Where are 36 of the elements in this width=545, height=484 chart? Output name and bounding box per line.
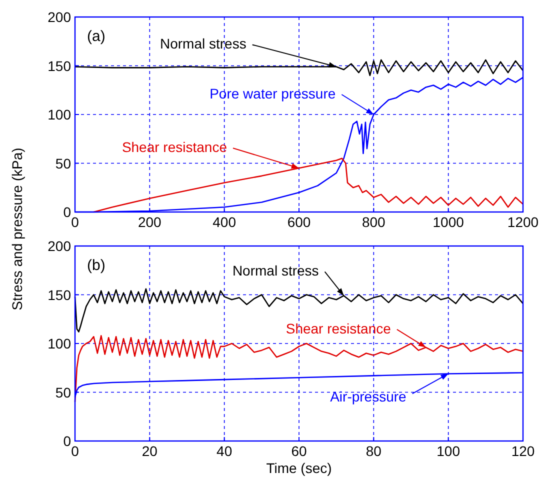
x-tick-label: 120 [511,443,535,459]
x-tick-label: 40 [216,443,232,459]
text: Pore water pressure [210,86,336,102]
y-tick-label: 150 [48,58,72,74]
series-label: Normal stress [232,262,319,279]
x-tick-label: 1200 [507,214,539,230]
y-tick-label: 50 [55,155,72,172]
x-tick-label: 60 [291,443,307,459]
line-series [74,288,524,332]
line-series [93,158,524,213]
series-label: Air-pressure [330,388,407,405]
text: (b) [87,257,106,274]
x-tick-label: 600 [287,214,311,230]
x-tick-label: 200 [138,214,162,230]
text: (a) [87,28,106,45]
series-label: Shear resistance [122,139,228,156]
x-tick-label: 1000 [432,214,464,230]
y-tick-label: 0 [63,433,72,449]
x-axis-title: Time (sec) [266,460,332,476]
y-tick-label: 0 [63,204,72,220]
line-series [74,335,524,403]
x-tick-label: 400 [212,214,236,230]
x-tick-label: 100 [436,443,460,459]
line-series [74,59,524,76]
y-tick-label: 200 [48,238,72,254]
y-tick-label: 100 [48,336,72,352]
y-tick-label: 150 [48,286,72,303]
series-label: Normal stress [160,36,246,52]
x-tick-label: 20 [142,443,158,459]
y-axis-title: Stress and pressure (kPa) [9,148,25,310]
series-label: Shear resistance [286,320,392,336]
y-tick-label: 200 [48,9,72,25]
y-tick-label: 100 [48,106,72,122]
y-tick-label: 50 [55,384,72,400]
x-tick-label: 800 [362,214,386,230]
x-tick-label: 80 [366,443,382,459]
